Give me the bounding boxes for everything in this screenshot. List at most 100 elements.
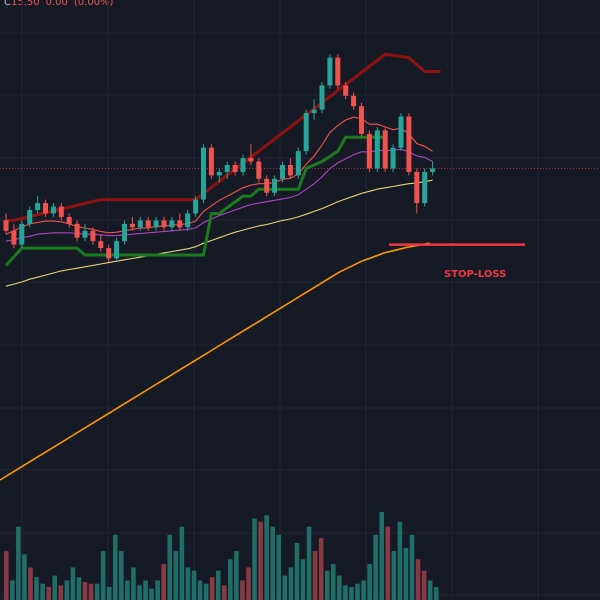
volume-bar	[52, 575, 57, 600]
candle-body	[35, 203, 41, 210]
volume-bar	[191, 570, 197, 600]
volume-bar	[324, 570, 330, 600]
candle-body	[19, 223, 25, 245]
volume-bar	[125, 580, 130, 600]
candle-body	[422, 171, 428, 204]
volume-bar	[264, 515, 269, 600]
volume-bar	[76, 577, 82, 600]
volume-bar	[373, 534, 378, 600]
volume-bar	[94, 583, 100, 600]
volume-bar	[64, 580, 70, 600]
volume-bar	[433, 586, 439, 600]
candle-body	[153, 220, 159, 228]
candle-body	[374, 130, 380, 169]
candle-body	[303, 113, 309, 152]
volume-bar	[318, 538, 324, 600]
volume-bar	[185, 567, 191, 600]
candle-body	[272, 178, 278, 193]
volume-bar	[82, 582, 88, 600]
volume-bar	[149, 588, 154, 600]
volume-bar	[385, 526, 391, 600]
volume-bar	[282, 575, 288, 600]
volume-bar	[349, 586, 354, 600]
volume-bar	[88, 583, 94, 600]
volume-bar	[4, 551, 9, 600]
volume-bar	[155, 580, 160, 600]
candle-body	[177, 220, 183, 228]
candle-body	[382, 130, 388, 169]
candle-body	[43, 203, 48, 214]
volume-bar	[276, 534, 282, 600]
candles	[3, 54, 436, 262]
volume-bar	[197, 580, 203, 600]
volume-bar	[294, 542, 300, 600]
volume-bar	[28, 567, 33, 600]
candle-body	[114, 241, 120, 259]
candle-body	[82, 230, 88, 238]
candle-body	[161, 220, 167, 228]
volume-bar	[367, 564, 372, 600]
volume-bar	[143, 580, 148, 600]
volume-bar	[252, 518, 257, 600]
volume-bar	[167, 534, 173, 600]
candle-body	[3, 220, 9, 231]
volume-bar	[312, 551, 318, 600]
trailing-stop-up	[4, 135, 386, 267]
candle-body	[390, 147, 396, 169]
close-letter: C	[4, 0, 11, 8]
indicator-lines	[0, 52, 441, 481]
volume-bar	[46, 586, 51, 600]
volume-bar	[34, 577, 39, 600]
volume-bar	[106, 586, 112, 600]
candle-body	[216, 171, 222, 176]
ohlc-readout: C15.50 0.00 (0.00%)	[4, 0, 119, 8]
volume-bar	[215, 570, 221, 600]
candle-body	[224, 165, 230, 172]
candle-body	[201, 147, 206, 200]
ema-slow-line	[5, 179, 433, 287]
candle-body	[264, 178, 270, 193]
candle-body	[366, 133, 372, 169]
volume-bars	[4, 512, 439, 600]
volume-bar	[119, 551, 124, 600]
candle-body	[185, 213, 191, 228]
volume-bar	[331, 564, 336, 600]
volume-bar	[179, 526, 185, 600]
candle-body	[430, 168, 436, 172]
volume-bar	[415, 559, 421, 600]
volume-bar	[361, 580, 366, 600]
volume-bar	[131, 567, 136, 600]
volume-bar	[343, 585, 348, 600]
candle-body	[335, 57, 341, 86]
volume-bar	[16, 526, 21, 600]
volume-bar	[209, 577, 215, 600]
candle-body	[319, 85, 325, 110]
candle-body	[58, 206, 64, 217]
ema-long-line	[0, 242, 430, 481]
volume-bar	[137, 585, 142, 600]
volume-bar	[403, 547, 409, 600]
candle-body	[327, 57, 333, 86]
candle-body	[27, 210, 33, 224]
candle-body	[406, 116, 412, 172]
candle-body	[145, 220, 151, 228]
stop-loss-label[interactable]: STOP-LOSS	[444, 269, 507, 280]
candle-body	[398, 116, 404, 148]
candle-body	[240, 158, 246, 172]
volume-bar	[246, 567, 251, 600]
volume-bar	[355, 583, 360, 600]
volume-bar	[270, 526, 275, 600]
candle-body	[287, 165, 293, 176]
change-value: 0.00	[45, 0, 68, 8]
candle-body	[137, 220, 143, 228]
volume-bar	[379, 512, 384, 600]
candle-body	[311, 109, 317, 114]
volume-bar	[173, 551, 179, 600]
candle-body	[98, 241, 104, 249]
volume-bar	[161, 564, 166, 600]
candle-body	[74, 223, 80, 238]
candle-body	[90, 230, 96, 242]
candle-body	[414, 171, 420, 204]
